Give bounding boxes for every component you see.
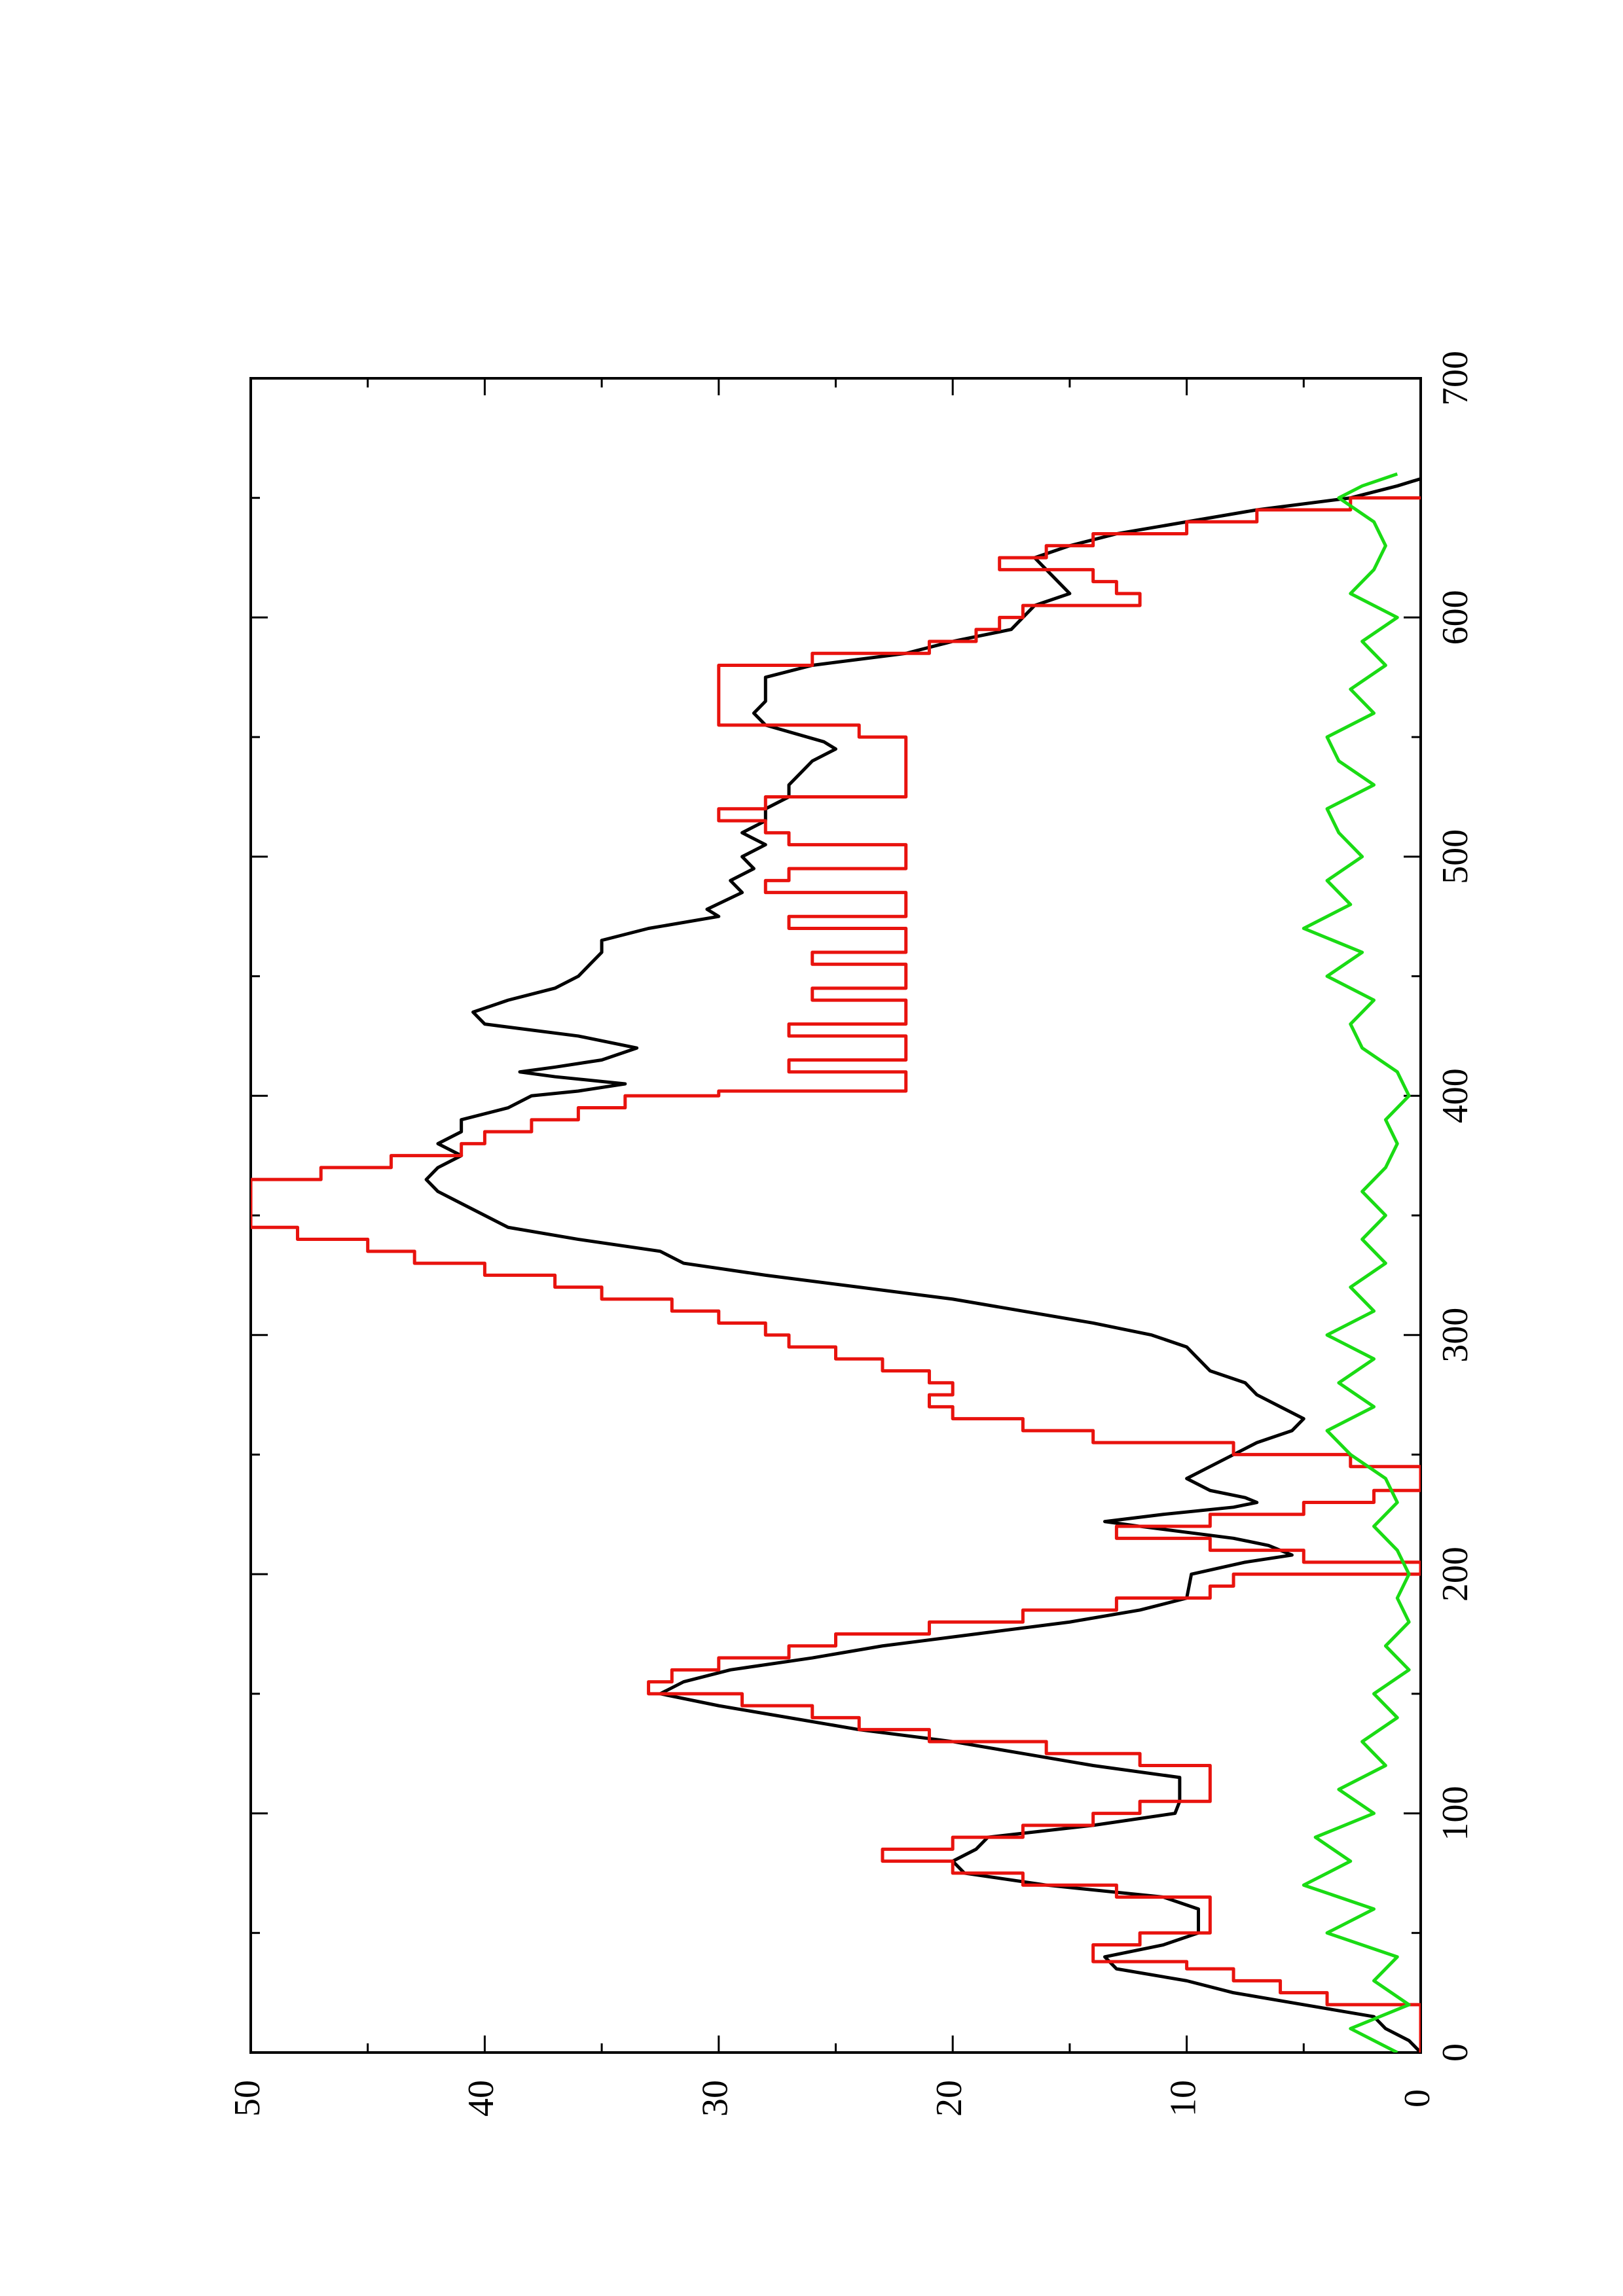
y-tick-label: 10 [1163,2080,1203,2117]
axis-tick-labels: 0 100 200 300 400 500 600 700 0 10 20 30 40 50 [227,351,1476,2117]
series-line-2 [251,496,1421,2053]
series-line-1 [424,477,1421,2053]
x-tick-label: 300 [1435,1308,1476,1363]
y-tick-label: 30 [695,2080,736,2117]
x-tick-label: 100 [1435,1786,1476,1841]
x-tick-label: 500 [1435,829,1476,884]
axis-ticks [249,377,1422,2054]
y-tick-label: 50 [227,2080,268,2117]
plot-frame [249,377,1422,2054]
series-group [251,472,1421,2053]
x-tick-label: 700 [1435,351,1476,406]
y-tick-label: 0 [1397,2089,1438,2108]
x-tick-label: 400 [1435,1068,1476,1123]
y-tick-label: 40 [461,2080,501,2117]
series-line-3 [1302,472,1411,2053]
x-tick-label: 600 [1435,590,1476,645]
x-tick-label: 200 [1435,1547,1476,1602]
x-tick-label: 0 [1435,2043,1476,2062]
y-tick-label: 20 [929,2080,970,2117]
